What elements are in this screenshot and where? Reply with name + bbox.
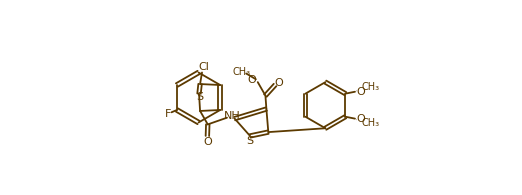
Text: CH₃: CH₃ [232, 66, 251, 77]
Text: O: O [275, 78, 283, 88]
Text: S: S [196, 91, 204, 102]
Text: CH₃: CH₃ [361, 118, 379, 129]
Text: CH₃: CH₃ [361, 82, 379, 92]
Text: F: F [165, 109, 171, 119]
Text: O: O [356, 114, 365, 124]
Text: O: O [203, 137, 212, 147]
Text: NH: NH [223, 111, 240, 121]
Text: Cl: Cl [198, 62, 209, 72]
Text: O: O [356, 87, 365, 97]
Text: S: S [246, 136, 254, 146]
Text: O: O [247, 75, 256, 85]
